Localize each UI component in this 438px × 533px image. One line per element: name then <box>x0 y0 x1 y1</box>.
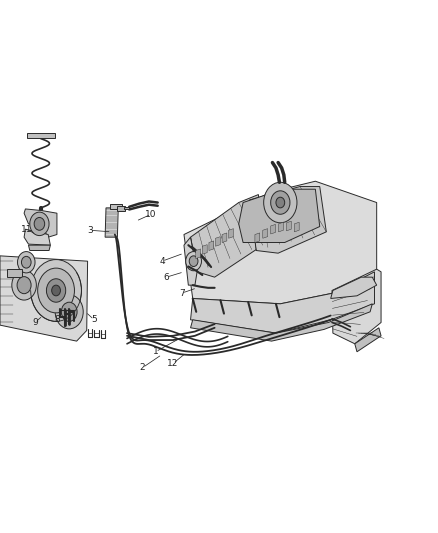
Text: 9: 9 <box>32 318 38 327</box>
Polygon shape <box>184 237 197 285</box>
Circle shape <box>55 295 83 329</box>
Circle shape <box>186 252 201 271</box>
Circle shape <box>46 279 66 302</box>
Circle shape <box>264 182 297 223</box>
Polygon shape <box>263 229 268 238</box>
Polygon shape <box>28 245 50 251</box>
Polygon shape <box>286 221 291 231</box>
Polygon shape <box>250 187 326 253</box>
Text: 8: 8 <box>54 316 60 324</box>
Polygon shape <box>222 233 227 243</box>
Text: 10: 10 <box>145 210 157 219</box>
Circle shape <box>276 197 285 208</box>
Circle shape <box>271 191 290 214</box>
Polygon shape <box>331 277 377 298</box>
Circle shape <box>34 217 45 230</box>
Circle shape <box>21 256 31 268</box>
Polygon shape <box>191 195 263 277</box>
Circle shape <box>30 212 49 236</box>
Polygon shape <box>279 222 283 232</box>
Text: 7: 7 <box>179 289 185 297</box>
Circle shape <box>52 285 60 296</box>
Text: 2: 2 <box>140 364 145 372</box>
Polygon shape <box>191 272 374 333</box>
Text: 6: 6 <box>163 273 170 281</box>
Circle shape <box>31 260 81 321</box>
Polygon shape <box>355 328 381 352</box>
Polygon shape <box>0 256 88 341</box>
Polygon shape <box>209 241 214 251</box>
Text: 1: 1 <box>152 348 159 356</box>
Circle shape <box>17 277 31 294</box>
Text: 3: 3 <box>87 226 93 235</box>
Polygon shape <box>191 304 372 341</box>
Text: 4: 4 <box>159 257 165 265</box>
Circle shape <box>18 252 35 273</box>
Polygon shape <box>24 209 57 237</box>
Polygon shape <box>229 229 233 238</box>
Polygon shape <box>24 229 50 245</box>
Polygon shape <box>332 269 381 344</box>
Polygon shape <box>215 237 220 246</box>
Polygon shape <box>196 249 201 259</box>
Circle shape <box>38 268 74 313</box>
Polygon shape <box>271 224 276 234</box>
Polygon shape <box>239 189 320 243</box>
Text: 11: 11 <box>21 225 33 233</box>
Polygon shape <box>7 269 22 277</box>
Text: 5: 5 <box>91 316 97 324</box>
Polygon shape <box>294 222 299 232</box>
Text: 12: 12 <box>167 359 179 368</box>
Polygon shape <box>27 133 55 138</box>
Polygon shape <box>255 233 260 243</box>
Circle shape <box>61 302 77 321</box>
Polygon shape <box>117 206 125 211</box>
Polygon shape <box>184 181 377 304</box>
Polygon shape <box>110 204 122 209</box>
Polygon shape <box>105 208 118 237</box>
Polygon shape <box>202 245 207 254</box>
Circle shape <box>189 256 198 266</box>
Polygon shape <box>124 207 129 209</box>
Circle shape <box>12 270 36 300</box>
